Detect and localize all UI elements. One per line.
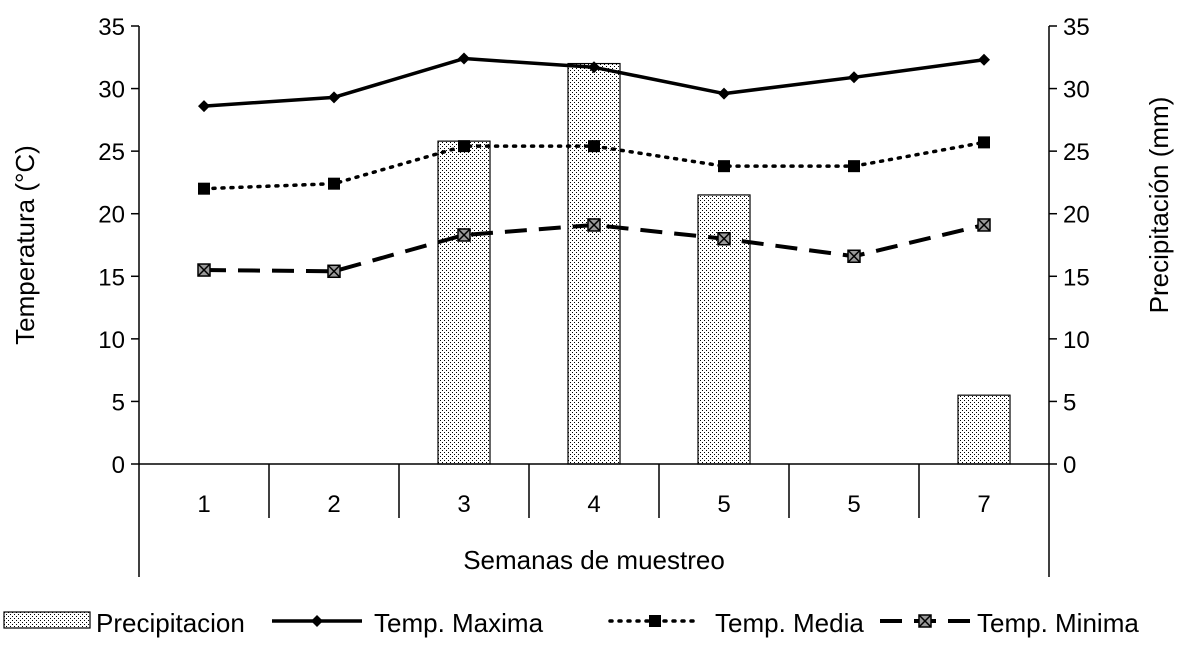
y2-tick-label: 15 (1063, 264, 1090, 291)
bar-series (437, 62, 1011, 465)
line-temp-minima-marker (717, 231, 731, 246)
bar-precipitacion (437, 140, 491, 465)
legend-temp-media: Temp. Media (608, 608, 864, 638)
y-tick-label: 0 (112, 452, 125, 479)
x-tick-label: 1 (197, 491, 210, 518)
line-temp-maxima-marker (458, 52, 470, 65)
legend-marker (649, 615, 661, 627)
x-category-dividers (268, 464, 920, 518)
line-temp-minima-marker (587, 218, 601, 232)
line-temp-minima-marker (327, 264, 341, 279)
legend-swatch (3, 611, 91, 629)
x-tick-label: 2 (327, 491, 340, 518)
legend-temp-maxima: Temp. Maxima (272, 608, 544, 638)
x-tick-label: 4 (587, 491, 600, 518)
y2-tick-label: 20 (1063, 202, 1090, 229)
line-temp-maxima-marker (588, 61, 600, 74)
legend-label: Temp. Minima (977, 608, 1139, 638)
line-temp-maxima-marker (718, 87, 730, 100)
legend: Precipitacion Temp. Maxima Temp. Media Temp… (3, 608, 1139, 638)
y-tick-label: 30 (98, 77, 125, 104)
bar-precipitacion (567, 62, 621, 465)
legend-marker (311, 615, 323, 627)
bar-precipitacion (957, 394, 1011, 465)
y-tick-label: 15 (98, 264, 125, 291)
line-temp-minima-marker (197, 263, 211, 277)
line-temp-media-marker (458, 140, 470, 153)
line-temp-minima-marker (847, 249, 861, 264)
x-tick-label: 5 (847, 491, 860, 518)
y2-tick-label: 30 (1063, 77, 1090, 104)
line-temp-maxima-marker (198, 100, 210, 113)
y-tick-marks (131, 25, 1057, 465)
line-temp-minima-marker (977, 218, 991, 232)
legend-marker (918, 614, 932, 628)
x-tick-label: 3 (457, 491, 470, 518)
legend-temp-minima: Temp. Minima (880, 608, 1139, 638)
line-temp-media-marker (328, 177, 340, 190)
legend-label: Temp. Maxima (374, 608, 544, 638)
legend-label: Precipitacion (96, 608, 245, 638)
line-temp-media-marker (588, 140, 600, 153)
y-axis-title: Temperatura (°C) (10, 145, 40, 345)
y-tick-label: 35 (98, 14, 125, 41)
line-temp-media-marker (978, 136, 990, 149)
line-markers (197, 52, 991, 279)
y-tick-label: 20 (98, 202, 125, 229)
line-temp-minima-marker (457, 228, 471, 242)
y-tick-label: 5 (112, 389, 125, 416)
line-temp-maxima-marker (848, 71, 860, 84)
y2-tick-label: 5 (1063, 389, 1076, 416)
x-axis-title: Semanas de muestreo (463, 545, 725, 575)
y-tick-label: 10 (98, 327, 125, 354)
y2-tick-label: 10 (1063, 327, 1090, 354)
line-temp-maxima-marker (328, 91, 340, 104)
x-tick-label: 5 (717, 491, 730, 518)
y2-tick-labels: 0 5 10 15 20 25 30 35 (1063, 14, 1090, 479)
x-category-labels: 1 2 3 4 5 5 7 (197, 491, 990, 518)
legend-label: Temp. Media (715, 608, 864, 638)
legend-precipitacion: Precipitacion (3, 608, 245, 638)
line-temp-maxima-marker (978, 53, 990, 66)
y2-tick-label: 0 (1063, 452, 1076, 479)
y-tick-labels: 0 5 10 15 20 25 30 35 (98, 14, 125, 479)
line-temp-media-marker (848, 160, 860, 173)
y2-tick-label: 35 (1063, 14, 1090, 41)
y2-tick-label: 25 (1063, 139, 1090, 166)
line-temp-media-marker (198, 182, 210, 195)
x-tick-label: 7 (977, 491, 990, 518)
y2-axis-title: Precipitación (mm) (1144, 97, 1174, 314)
line-temp-media-marker (718, 160, 730, 173)
axes (138, 26, 1050, 577)
y-tick-label: 25 (98, 139, 125, 166)
